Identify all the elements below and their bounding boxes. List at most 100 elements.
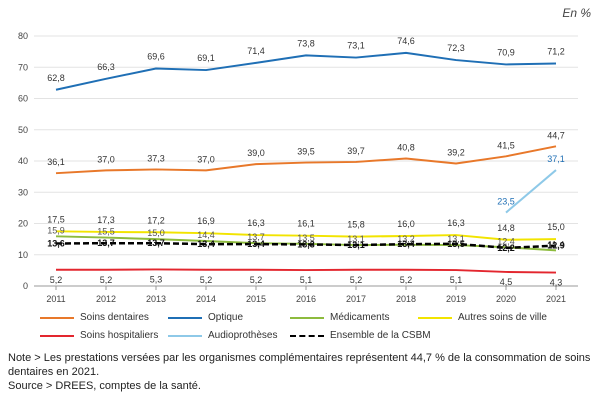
data-label-optique: 70,9 bbox=[497, 47, 515, 57]
data-label-medicaments: 11,4 bbox=[548, 239, 565, 249]
data-label-csbm: 13,3 bbox=[297, 239, 315, 249]
data-label-autres: 16,1 bbox=[297, 219, 315, 229]
legend-item-optique: Optique bbox=[168, 312, 243, 323]
legend-item-soins-hospitaliers: Soins hospitaliers bbox=[40, 330, 158, 341]
data-label-autres: 16,3 bbox=[447, 218, 465, 228]
legend-label: Soins hospitaliers bbox=[80, 330, 159, 341]
data-label-optique: 73,1 bbox=[347, 41, 365, 51]
data-label-hospitaliers: 5,3 bbox=[150, 274, 163, 284]
data-label-autres: 15,8 bbox=[347, 220, 365, 230]
footnotes: Note > Les prestations versées par les o… bbox=[8, 351, 598, 393]
data-label-medicaments: 13,1 bbox=[447, 234, 465, 244]
data-label-dentaires: 37,0 bbox=[197, 154, 215, 164]
data-label-csbm: 13,4 bbox=[247, 239, 265, 249]
note-text: Les prestations versées par les organism… bbox=[8, 352, 591, 378]
axes: 0 10 20 30 40 50 60 70 80 2011 2012 2013 2014 2015 201… bbox=[18, 31, 566, 304]
data-label-hospitaliers: 5,2 bbox=[350, 275, 363, 285]
data-label-autres: 15,0 bbox=[547, 222, 565, 232]
x-tick-label: 2014 bbox=[196, 294, 216, 304]
legend-label: Autres soins de ville bbox=[458, 312, 547, 323]
data-label-optique: 74,6 bbox=[397, 36, 415, 46]
data-label-hospitaliers: 5,1 bbox=[450, 275, 463, 285]
data-label-optique: 73,8 bbox=[297, 38, 315, 48]
data-label-hospitaliers: 5,2 bbox=[100, 275, 113, 285]
series-line-csbm bbox=[55, 241, 557, 250]
data-label-csbm: 13,7 bbox=[97, 238, 115, 248]
data-label-medicaments: 14,4 bbox=[197, 230, 215, 240]
data-label-audio: 37,1 bbox=[547, 154, 565, 164]
data-label-optique: 66,3 bbox=[97, 62, 115, 72]
note: Note > Les prestations versées par les o… bbox=[8, 351, 598, 379]
legend-swatch bbox=[168, 316, 202, 319]
data-label-csbm: 13,1 bbox=[347, 240, 365, 250]
data-label-csbm: 13,6 bbox=[47, 239, 65, 249]
data-label-autres: 17,2 bbox=[147, 215, 165, 225]
x-tick-label: 2015 bbox=[246, 294, 266, 304]
data-label-medicaments: 13,7 bbox=[247, 232, 265, 242]
y-tick-label: 0 bbox=[23, 281, 28, 291]
x-tick-label: 2013 bbox=[146, 294, 166, 304]
legend-label: Audioprothèses bbox=[208, 330, 278, 341]
y-tick-label: 60 bbox=[18, 94, 28, 104]
y-tick-label: 80 bbox=[18, 31, 28, 41]
data-label-audio: 23,5 bbox=[497, 197, 515, 207]
legend-swatch bbox=[168, 334, 202, 337]
x-tick-label: 2021 bbox=[546, 294, 566, 304]
data-label-dentaires: 39,2 bbox=[447, 148, 465, 158]
data-label-autres: 17,3 bbox=[97, 215, 115, 225]
legend-label: Ensemble de la CSBM bbox=[330, 330, 431, 341]
source-label: Source > bbox=[8, 380, 53, 392]
legend-swatch bbox=[290, 316, 324, 319]
data-label-autres: 14,8 bbox=[497, 223, 515, 233]
y-tick-label: 50 bbox=[18, 125, 28, 135]
data-label-dentaires: 39,0 bbox=[247, 148, 265, 158]
data-label-medicaments: 15,5 bbox=[97, 227, 115, 237]
data-label-autres: 16,0 bbox=[397, 219, 415, 229]
data-label-hospitaliers: 5,1 bbox=[300, 275, 313, 285]
series-line-hospitaliers bbox=[56, 268, 557, 274]
series-line-optique bbox=[55, 51, 557, 91]
data-label-optique: 62,8 bbox=[47, 73, 65, 83]
data-label-medicaments: 13,1 bbox=[347, 234, 365, 244]
legend-swatch bbox=[418, 316, 452, 319]
series-line-autres bbox=[55, 230, 557, 241]
data-label-hospitaliers: 5,2 bbox=[200, 275, 213, 285]
data-label-dentaires: 37,3 bbox=[147, 153, 165, 163]
unit-label: En % bbox=[562, 6, 591, 20]
series-lines bbox=[55, 51, 557, 274]
y-tick-label: 30 bbox=[18, 187, 28, 197]
y-tick-label: 20 bbox=[18, 219, 28, 229]
y-tick-label: 10 bbox=[18, 250, 28, 260]
data-label-hospitaliers: 4,5 bbox=[500, 277, 513, 287]
legend-item-csbm: Ensemble de la CSBM bbox=[290, 330, 431, 341]
x-tick-label: 2019 bbox=[446, 294, 466, 304]
legend-swatch bbox=[40, 316, 74, 319]
x-tick-label: 2016 bbox=[296, 294, 316, 304]
data-label-hospitaliers: 5,2 bbox=[400, 275, 413, 285]
legend-item-autres-soins: Autres soins de ville bbox=[418, 312, 547, 323]
data-label-csbm: 13,5 bbox=[447, 239, 465, 249]
data-label-dentaires: 36,1 bbox=[47, 157, 65, 167]
data-label-dentaires: 37,0 bbox=[97, 154, 115, 164]
data-label-dentaires: 40,8 bbox=[397, 143, 415, 153]
data-label-dentaires: 39,7 bbox=[347, 146, 365, 156]
data-label-autres: 17,5 bbox=[47, 214, 65, 224]
data-label-optique: 72,3 bbox=[447, 43, 465, 53]
x-tick-label: 2017 bbox=[346, 294, 366, 304]
data-label-optique: 69,1 bbox=[197, 53, 215, 63]
data-label-medicaments: 15,9 bbox=[47, 225, 65, 235]
legend-item-soins-dentaires: Soins dentaires bbox=[40, 312, 149, 323]
data-label-csbm: 12,9 bbox=[547, 241, 565, 251]
data-label-medicaments: 15,0 bbox=[147, 228, 165, 238]
legend-item-audioprotheses: Audioprothèses bbox=[168, 330, 278, 341]
source-text: DREES, comptes de la santé. bbox=[55, 380, 201, 392]
data-label-autres: 16,9 bbox=[197, 216, 215, 226]
data-label-medicaments: 12,4 bbox=[497, 236, 515, 246]
data-label-hospitaliers: 5,2 bbox=[50, 275, 63, 285]
data-label-hospitaliers: 5,2 bbox=[250, 275, 263, 285]
y-tick-label: 40 bbox=[18, 156, 28, 166]
data-label-dentaires: 39,5 bbox=[297, 147, 315, 157]
data-label-medicaments: 13,5 bbox=[297, 233, 315, 243]
data-label-dentaires: 41,5 bbox=[497, 140, 515, 150]
data-label-csbm: 13,7 bbox=[147, 238, 165, 248]
